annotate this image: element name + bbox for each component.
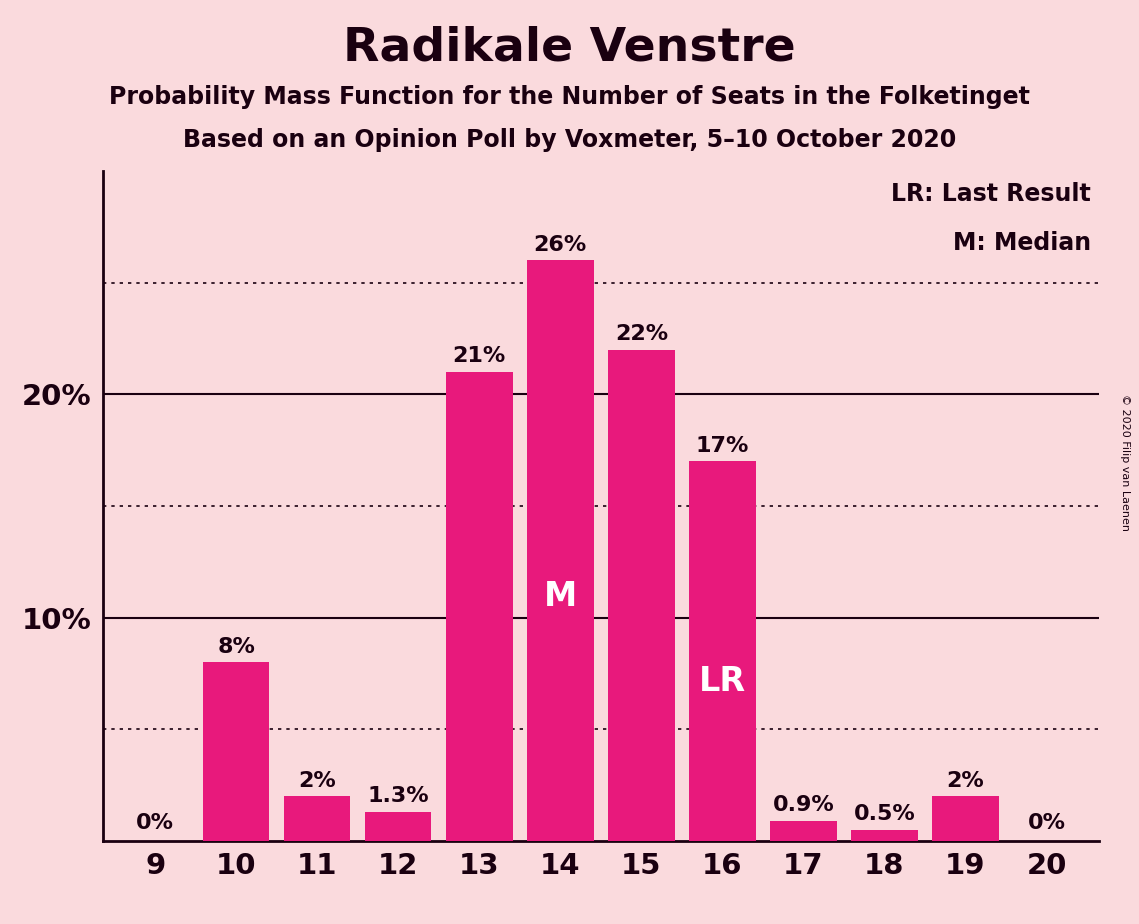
Text: 2%: 2% — [298, 771, 336, 791]
Text: LR: Last Result: LR: Last Result — [892, 182, 1091, 206]
Bar — [527, 261, 593, 841]
Text: 1.3%: 1.3% — [368, 786, 429, 807]
Text: 21%: 21% — [452, 346, 506, 366]
Text: Based on an Opinion Poll by Voxmeter, 5–10 October 2020: Based on an Opinion Poll by Voxmeter, 5–… — [183, 128, 956, 152]
Text: LR: LR — [699, 665, 746, 698]
Text: Probability Mass Function for the Number of Seats in the Folketinget: Probability Mass Function for the Number… — [109, 85, 1030, 109]
Bar — [608, 349, 674, 841]
Text: M: Median: M: Median — [953, 231, 1091, 255]
Bar — [203, 663, 270, 841]
Text: 26%: 26% — [534, 235, 587, 255]
Text: 0%: 0% — [1027, 813, 1065, 833]
Bar — [689, 461, 755, 841]
Text: 0.9%: 0.9% — [772, 796, 834, 815]
Bar — [770, 821, 837, 841]
Text: 0.5%: 0.5% — [853, 804, 916, 824]
Bar — [284, 796, 351, 841]
Bar — [364, 812, 432, 841]
Bar — [851, 830, 918, 841]
Text: © 2020 Filip van Laenen: © 2020 Filip van Laenen — [1120, 394, 1130, 530]
Text: 0%: 0% — [137, 813, 174, 833]
Text: 8%: 8% — [218, 637, 255, 657]
Bar — [932, 796, 999, 841]
Text: 17%: 17% — [696, 435, 749, 456]
Text: 22%: 22% — [615, 324, 667, 344]
Text: Radikale Venstre: Radikale Venstre — [343, 26, 796, 71]
Text: 2%: 2% — [947, 771, 984, 791]
Bar — [446, 372, 513, 841]
Text: M: M — [543, 580, 577, 614]
